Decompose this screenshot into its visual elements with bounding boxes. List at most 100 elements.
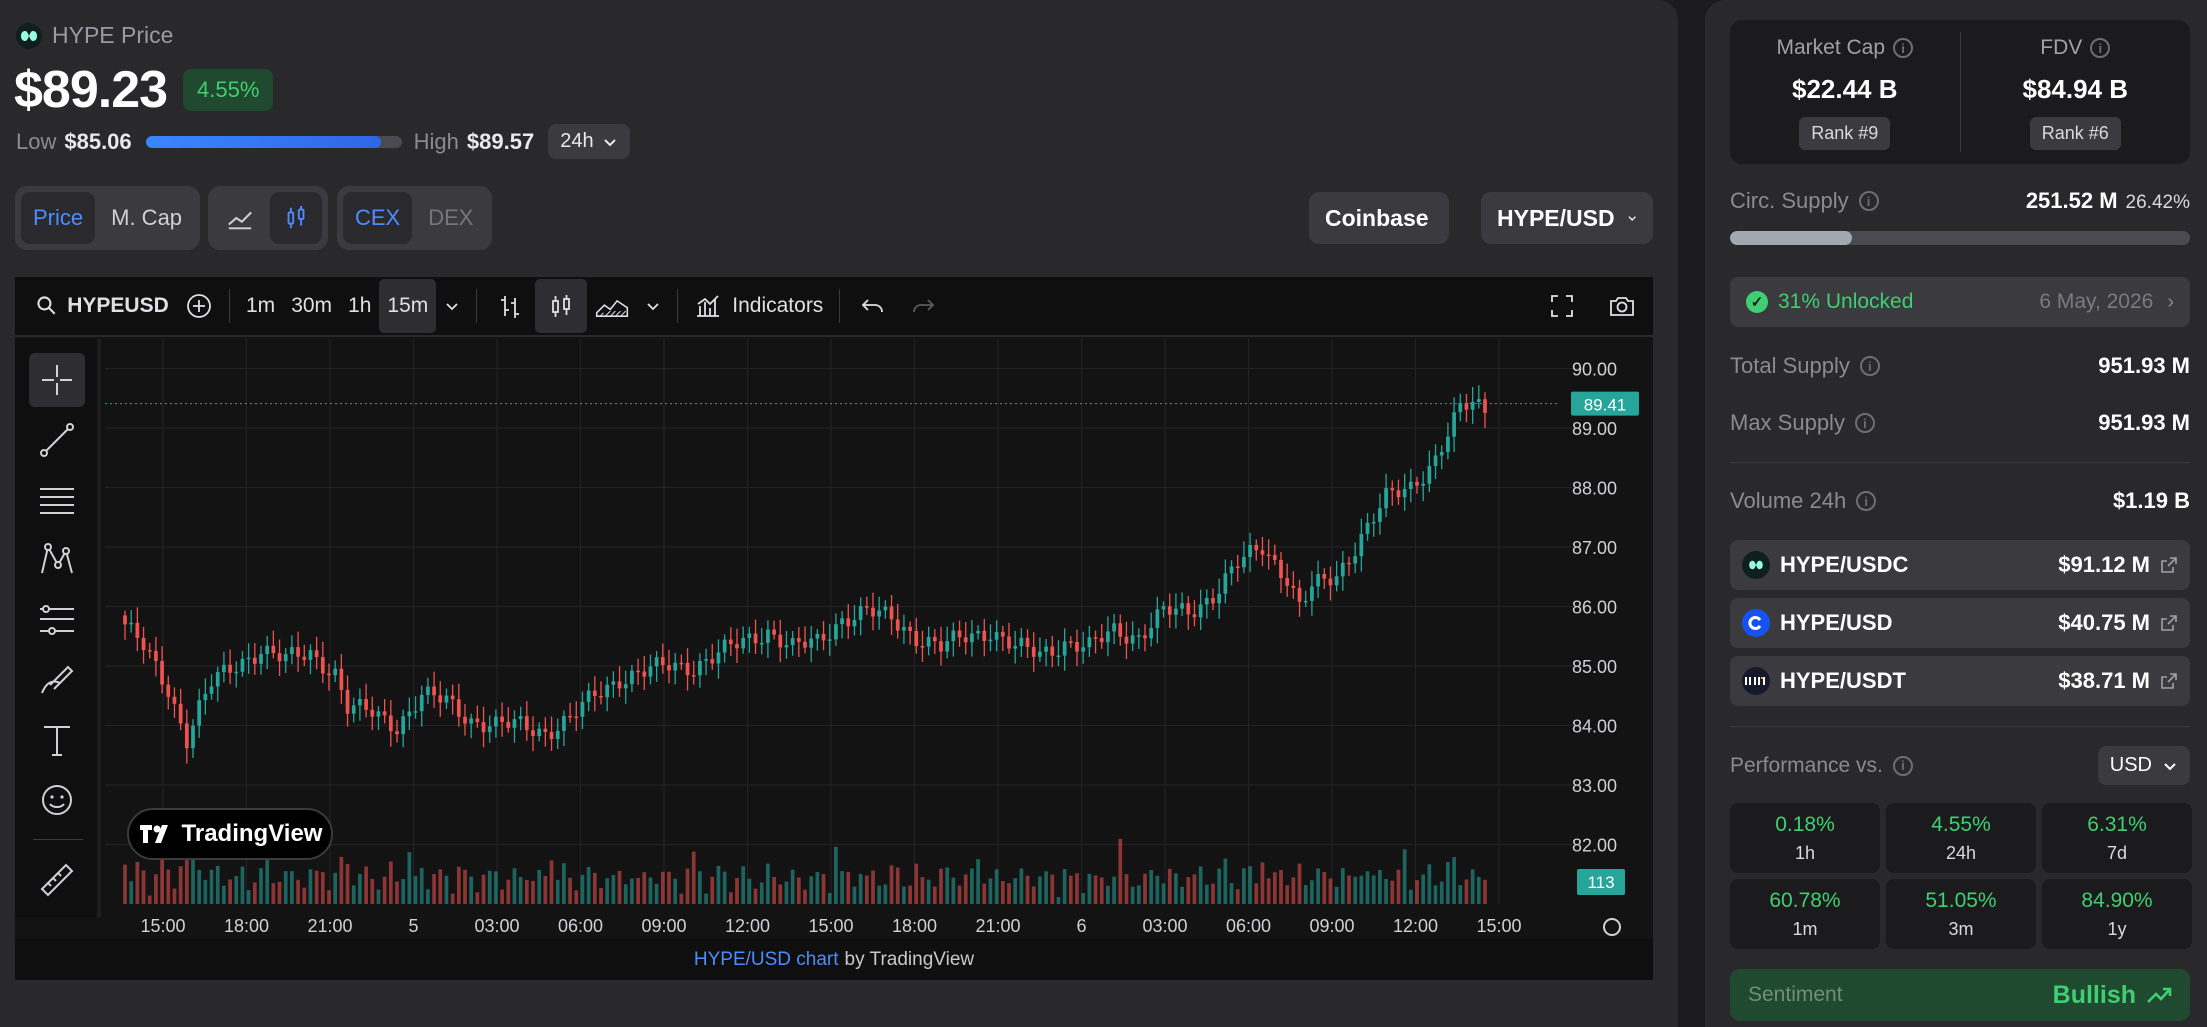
candle xyxy=(1007,636,1011,649)
compare-button[interactable] xyxy=(177,279,221,333)
info-icon[interactable]: i xyxy=(1892,755,1913,776)
volume-bar xyxy=(660,871,665,904)
undo-button[interactable] xyxy=(848,279,898,333)
volume-tag xyxy=(1577,869,1625,895)
candle xyxy=(642,671,647,677)
candle xyxy=(889,606,894,620)
price-chart[interactable]: 90.00 89.00 88.00 87.00 86.00 85.00 84.00 83.00… xyxy=(15,339,1653,939)
interval-15m[interactable]: 15m xyxy=(379,279,437,333)
fdv-value: $84.94 B xyxy=(2022,74,2129,104)
crosshair-tool[interactable] xyxy=(29,353,85,407)
price-toggle[interactable]: Price xyxy=(21,192,96,244)
volume-bar xyxy=(1112,876,1116,904)
external-link-icon[interactable] xyxy=(2160,614,2178,632)
forecast-tool[interactable] xyxy=(29,593,85,647)
section-divider xyxy=(1730,726,2190,727)
candle xyxy=(982,630,987,641)
measure-tool[interactable] xyxy=(29,853,85,907)
candle xyxy=(1161,606,1166,610)
fib-tool[interactable] xyxy=(29,473,85,527)
fullscreen-icon xyxy=(1551,295,1573,317)
volume-bar xyxy=(1223,858,1228,904)
volume-bar xyxy=(735,877,739,904)
candle xyxy=(1130,635,1135,644)
candle xyxy=(1075,642,1079,652)
market-row[interactable]: HYPE/USDT $38.71 M xyxy=(1730,656,2190,706)
volume-bar xyxy=(883,884,888,904)
candle xyxy=(1081,647,1086,652)
price-tick-label: 82.00 xyxy=(1572,836,1617,856)
candle xyxy=(1031,646,1036,657)
mcap-toggle[interactable]: M. Cap xyxy=(111,205,183,230)
bars-style-button[interactable] xyxy=(485,279,535,333)
interval-1m[interactable]: 1m xyxy=(246,294,276,317)
interval-1h[interactable]: 1h xyxy=(348,294,372,317)
info-icon[interactable]: i xyxy=(1893,38,1914,58)
volume-bar xyxy=(1402,849,1407,904)
volume-bar xyxy=(265,845,270,904)
trend-line-tool[interactable] xyxy=(29,413,85,467)
pattern-tool[interactable] xyxy=(29,533,85,587)
ruler-icon xyxy=(40,863,74,897)
currency-select[interactable]: USD xyxy=(2097,746,2190,785)
time-tick-label: 15:00 xyxy=(1476,916,1521,936)
chart-link[interactable]: HYPE/USD chart xyxy=(693,948,839,970)
interval-dropdown[interactable] xyxy=(436,279,468,333)
external-link-icon[interactable] xyxy=(2160,672,2178,690)
dex-toggle[interactable]: DEX xyxy=(428,205,474,230)
text-tool[interactable] xyxy=(29,713,85,767)
performance-header: Performance vs. i USD xyxy=(1730,746,2190,785)
volume-bar xyxy=(302,887,307,904)
info-icon[interactable]: i xyxy=(1854,413,1875,433)
redo-icon xyxy=(913,299,935,313)
pair-select[interactable]: HYPE/USD xyxy=(1481,192,1653,244)
line-chart-button[interactable] xyxy=(214,192,266,244)
market-row[interactable]: HYPE/USD $40.75 M xyxy=(1730,598,2190,648)
exchange-select[interactable]: Coinbase xyxy=(1309,192,1449,244)
tradingview-badge[interactable]: TradingView xyxy=(127,808,333,860)
external-link-icon[interactable] xyxy=(2160,556,2178,574)
candle-chart-button[interactable] xyxy=(270,192,322,244)
fullscreen-button[interactable] xyxy=(1537,279,1587,333)
volume-bar xyxy=(1248,866,1252,904)
performance-period: 7d xyxy=(2106,842,2128,863)
candle xyxy=(1458,402,1463,413)
unlock-row[interactable]: ✓ 31% Unlocked 6 May, 2026 › xyxy=(1730,277,2190,327)
candles-style-button[interactable] xyxy=(535,279,588,333)
volume-bar xyxy=(691,851,696,904)
info-icon[interactable]: i xyxy=(1856,491,1877,511)
screenshot-button[interactable] xyxy=(1597,279,1647,333)
volume-bar xyxy=(1149,870,1154,904)
candle xyxy=(1266,554,1271,557)
candle xyxy=(1415,481,1419,486)
volume-bar xyxy=(1050,874,1055,904)
style-dropdown[interactable] xyxy=(637,279,669,333)
tv-attribution: HYPE/USD chart by TradingView xyxy=(15,939,1653,980)
volume-bar xyxy=(364,866,368,904)
symbol-search[interactable]: HYPEUSD xyxy=(27,279,177,333)
cex-toggle[interactable]: CEX xyxy=(343,192,413,244)
interval-30m[interactable]: 30m xyxy=(291,294,333,317)
emoji-tool[interactable] xyxy=(29,773,85,827)
period-select[interactable]: 24h xyxy=(548,124,630,159)
candle xyxy=(902,626,906,631)
candle xyxy=(957,630,962,638)
line-chart-icon xyxy=(228,211,252,230)
pattern-icon xyxy=(41,543,73,574)
volume-bar xyxy=(1174,873,1178,904)
info-icon[interactable]: i xyxy=(1859,356,1880,376)
area-style-button[interactable] xyxy=(587,279,637,333)
market-row[interactable]: HYPE/USDC $91.12 M xyxy=(1730,540,2190,590)
info-icon[interactable]: i xyxy=(1858,191,1879,211)
candle xyxy=(178,703,183,724)
volume-bar xyxy=(1390,880,1395,904)
candle xyxy=(1192,614,1197,618)
candle xyxy=(314,650,319,658)
indicators-button[interactable]: Indicators xyxy=(686,279,831,333)
volume-bar xyxy=(252,882,257,904)
candle xyxy=(846,618,851,627)
brush-tool[interactable] xyxy=(29,653,85,707)
candle xyxy=(438,695,443,703)
info-icon[interactable]: i xyxy=(2090,38,2111,58)
redo-button[interactable] xyxy=(898,279,948,333)
